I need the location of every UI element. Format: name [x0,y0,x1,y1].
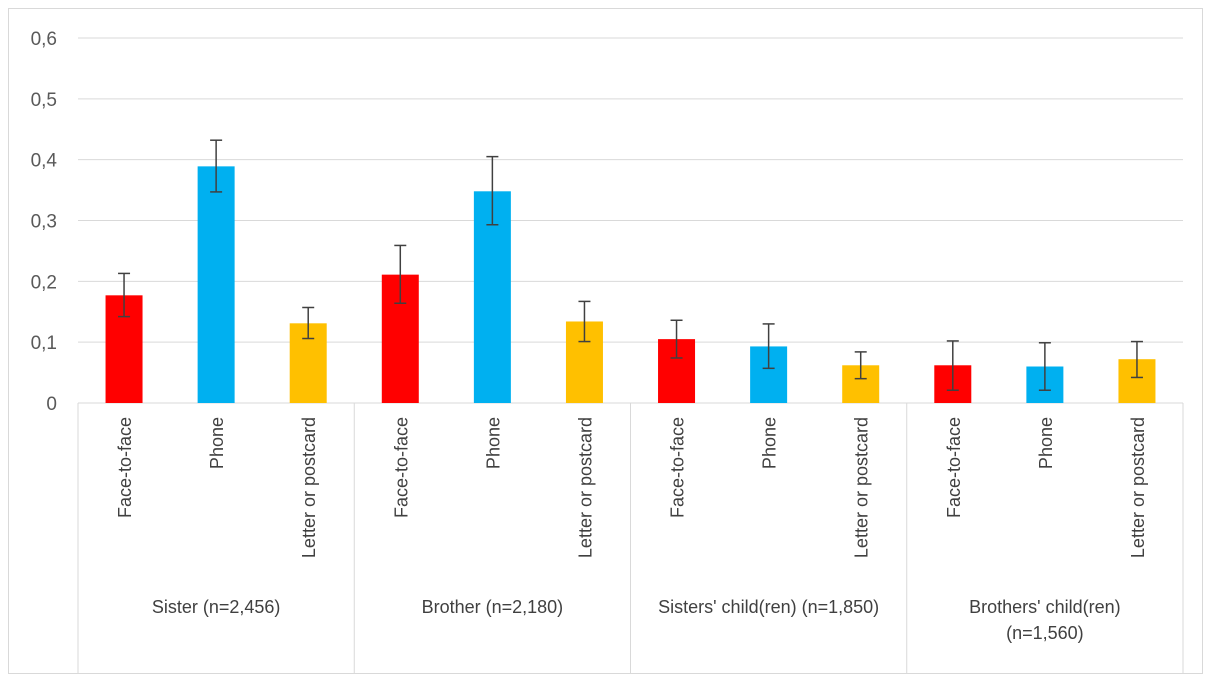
y-tick-label: 0,6 [31,29,57,50]
y-tick-label: 0 [46,394,57,415]
x-category-label: Face-to-face [391,417,411,518]
y-tick-label: 0,1 [31,333,57,354]
x-category-label: Letter or postcard [852,417,872,558]
y-tick-label: 0,2 [31,272,57,293]
x-category-label: Phone [207,417,227,469]
x-group-label: Brother (n=2,180) [422,597,564,617]
x-group-label: Brothers' child(ren) [969,597,1121,617]
y-tick-label: 0,5 [31,90,57,111]
x-category-label: Phone [1036,417,1056,469]
x-category-label: Phone [483,417,503,469]
x-category-label: Face-to-face [668,417,688,518]
x-category-label: Letter or postcard [299,417,319,558]
bar [197,166,235,403]
x-group-label: Sisters' child(ren) (n=1,850) [658,597,879,617]
x-category-label: Phone [760,417,780,469]
x-category-label: Letter or postcard [1128,417,1148,558]
bar [473,191,511,403]
x-category-label: Face-to-face [944,417,964,518]
y-tick-label: 0,4 [31,151,58,172]
x-group-label: (n=1,560) [1006,623,1084,643]
x-category-label: Letter or postcard [575,417,595,558]
x-category-label: Face-to-face [115,417,135,518]
y-tick-label: 0,3 [31,212,57,233]
x-group-label: Sister (n=2,456) [152,597,281,617]
